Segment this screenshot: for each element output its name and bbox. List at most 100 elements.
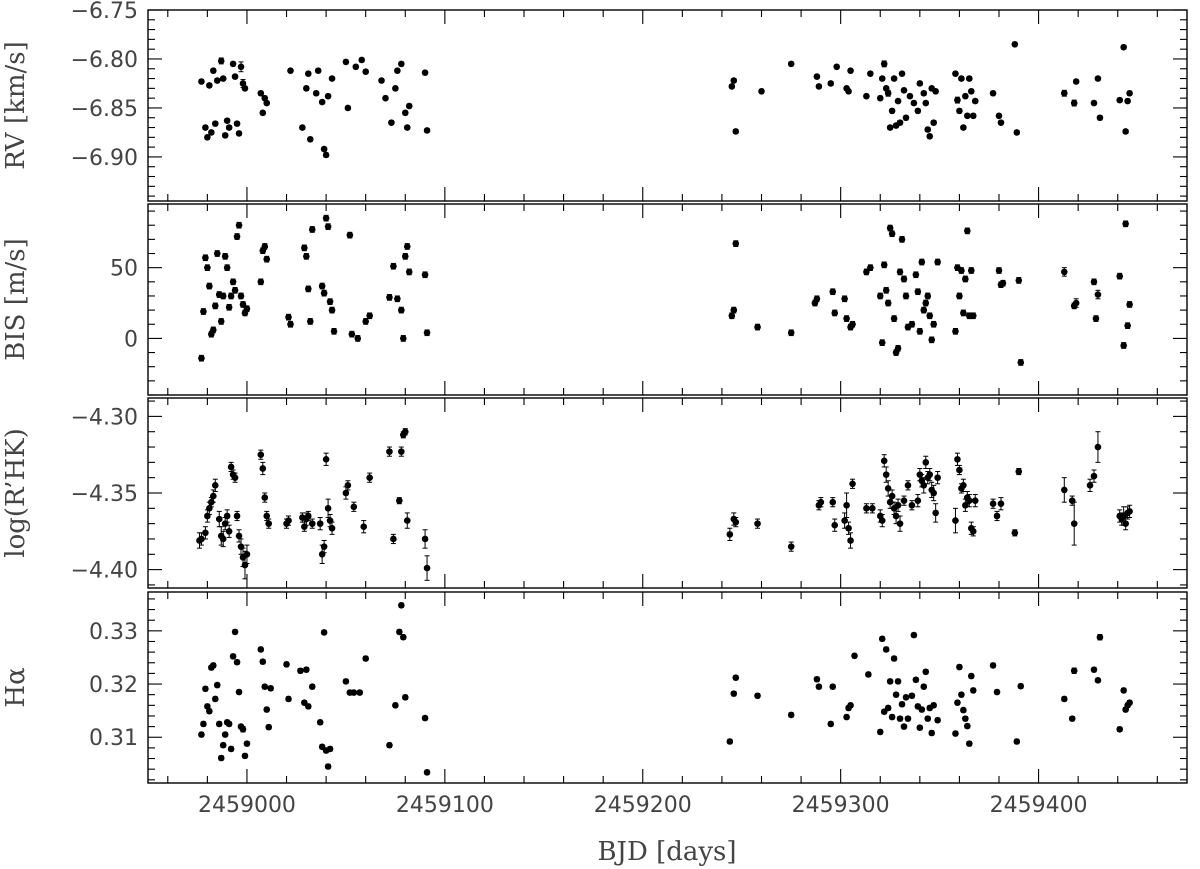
data-point [878, 635, 886, 643]
marker [843, 501, 850, 509]
marker [1017, 682, 1025, 690]
data-point [303, 85, 310, 92]
x-tick-label: 2459000 [198, 793, 296, 818]
data-point [815, 683, 823, 691]
marker [320, 145, 328, 153]
marker [1124, 322, 1131, 329]
marker [969, 312, 977, 320]
data-point [906, 92, 914, 100]
data-point [305, 703, 312, 710]
marker [219, 741, 227, 749]
data-point [1015, 277, 1023, 284]
data-point [993, 510, 1001, 522]
marker [267, 684, 275, 692]
data-point [1094, 677, 1102, 684]
data-point [847, 702, 854, 709]
data-point [916, 80, 924, 87]
data-point [221, 132, 229, 139]
marker [920, 306, 928, 314]
marker [285, 695, 292, 703]
data-point [898, 70, 906, 77]
data-point [219, 741, 227, 749]
marker [849, 480, 856, 488]
data-point [362, 68, 369, 76]
data-point [324, 498, 332, 519]
data-point [732, 128, 740, 135]
marker [213, 681, 221, 689]
data-point [962, 715, 969, 722]
data-point [930, 119, 937, 126]
marker [243, 740, 251, 747]
data-point [287, 67, 294, 75]
data-point [390, 262, 397, 270]
data-point [1122, 517, 1129, 531]
marker [914, 288, 922, 296]
data-point [423, 769, 431, 776]
data-point [878, 339, 886, 346]
marker [308, 683, 316, 691]
data-point [210, 489, 217, 503]
data-point [954, 264, 961, 271]
data-point [1126, 89, 1133, 97]
marker [898, 236, 906, 243]
data-point [934, 258, 941, 266]
data-point [403, 243, 411, 250]
marker [257, 278, 265, 286]
data-point [308, 683, 316, 691]
data-point [223, 117, 231, 124]
data-point [732, 240, 740, 247]
data-point [1070, 99, 1078, 107]
ticks-logrhk: −4.40 −4.35 −4.30 [71, 398, 1187, 588]
data-point [1060, 695, 1068, 703]
marker [322, 214, 330, 222]
data-point [318, 98, 326, 106]
data-point [914, 494, 922, 508]
marker [932, 87, 939, 95]
data-point [235, 529, 243, 543]
marker [1070, 520, 1078, 527]
marker [884, 485, 892, 492]
marker [876, 292, 884, 300]
data-point [894, 498, 902, 512]
marker [421, 714, 429, 722]
data-point [204, 264, 211, 271]
data-point [884, 704, 892, 712]
marker [316, 719, 324, 726]
marker [995, 267, 1003, 274]
marker [421, 271, 429, 279]
data-point [728, 83, 736, 90]
data-point [849, 478, 856, 489]
marker [954, 96, 961, 104]
data-point [423, 555, 431, 581]
data-point [219, 530, 227, 548]
data-point [926, 133, 934, 140]
marker [967, 87, 975, 95]
marker [297, 667, 304, 675]
panel-halpha: 0.31 0.32 0.33 Hα [1, 591, 1188, 784]
marker [966, 497, 973, 504]
data-point [902, 694, 910, 701]
data-point [956, 464, 963, 476]
marker [392, 85, 399, 92]
data-point [878, 513, 886, 528]
marker [1086, 482, 1094, 489]
data-point [241, 85, 249, 92]
data-point [989, 498, 997, 509]
marker [726, 531, 734, 538]
data-point [231, 286, 239, 294]
marker [908, 501, 916, 509]
marker [894, 345, 902, 352]
data-point [900, 87, 908, 94]
marker [386, 294, 393, 301]
data-point [235, 688, 243, 696]
data-point [898, 700, 906, 708]
data-point [920, 306, 928, 314]
marker [398, 306, 405, 314]
marker [865, 671, 872, 678]
marker [314, 67, 322, 75]
marker [261, 243, 269, 250]
marker [241, 752, 249, 760]
marker [932, 509, 939, 517]
data-point [1116, 96, 1124, 104]
marker [358, 56, 366, 64]
